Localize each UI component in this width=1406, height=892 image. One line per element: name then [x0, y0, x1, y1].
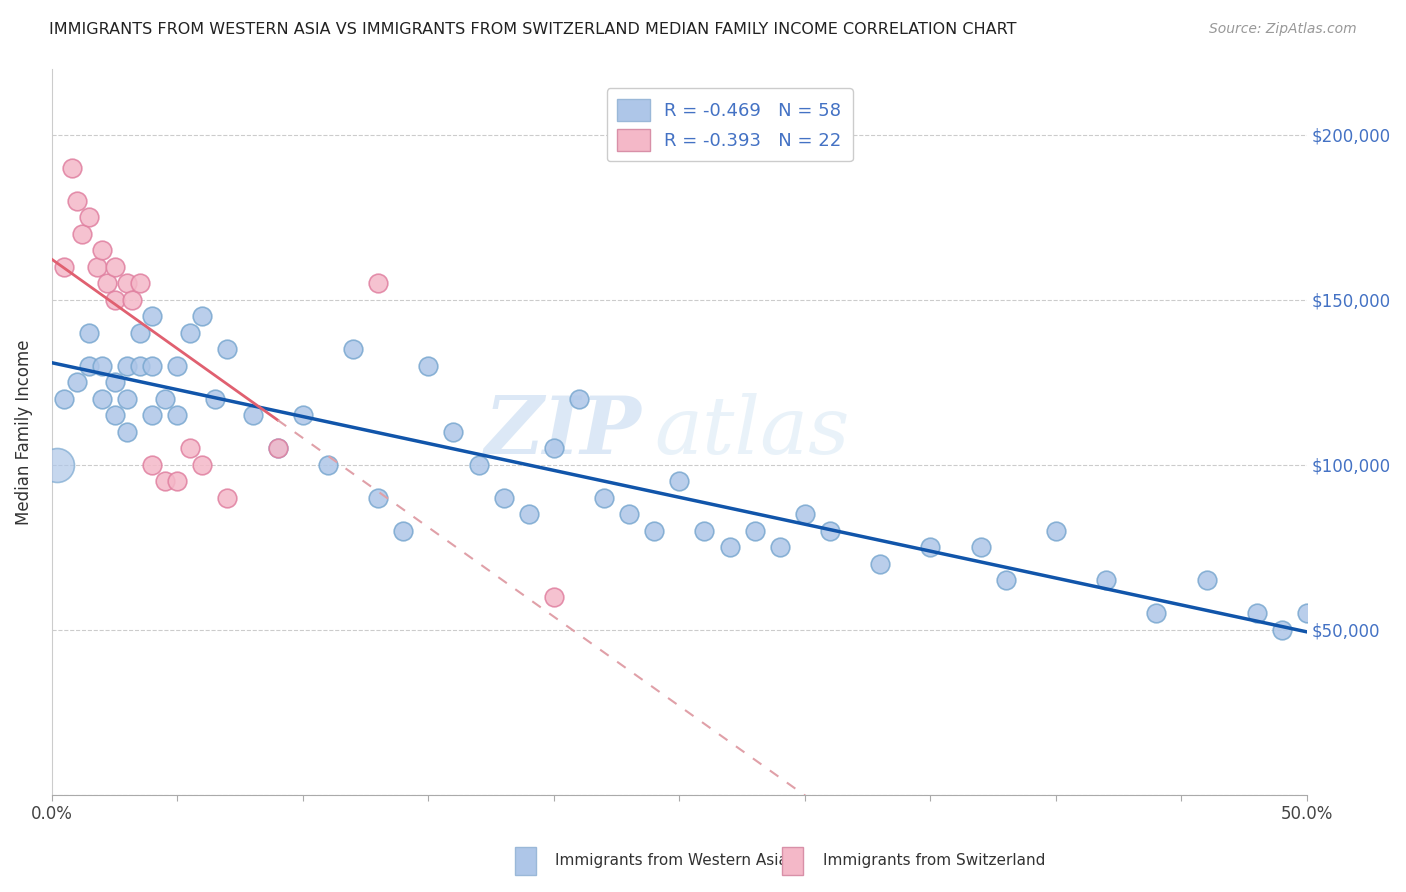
Point	[153, 475, 176, 489]
Point	[128, 276, 150, 290]
Point	[179, 326, 201, 340]
Y-axis label: Median Family Income: Median Family Income	[15, 339, 32, 524]
Point	[467, 458, 489, 472]
Point	[191, 309, 214, 323]
Point	[217, 343, 239, 357]
Point	[166, 359, 188, 373]
Point	[617, 508, 640, 522]
Point	[869, 557, 891, 571]
Point	[217, 491, 239, 505]
Point	[291, 409, 314, 423]
Point	[418, 359, 440, 373]
Point	[60, 161, 83, 175]
Point	[1195, 574, 1218, 588]
Point	[66, 376, 89, 390]
Point	[204, 392, 226, 406]
Point	[141, 309, 163, 323]
Point	[441, 425, 464, 439]
Point	[141, 409, 163, 423]
Point	[53, 392, 76, 406]
Point	[91, 392, 114, 406]
Point	[79, 210, 101, 224]
Point	[342, 343, 364, 357]
Point	[267, 442, 290, 456]
Point	[128, 359, 150, 373]
Point	[242, 409, 264, 423]
Point	[115, 276, 138, 290]
Text: Immigrants from Western Asia: Immigrants from Western Asia	[555, 854, 789, 868]
Point	[166, 475, 188, 489]
Point	[1045, 524, 1067, 538]
Point	[79, 326, 101, 340]
Point	[179, 442, 201, 456]
Text: IMMIGRANTS FROM WESTERN ASIA VS IMMIGRANTS FROM SWITZERLAND MEDIAN FAMILY INCOME: IMMIGRANTS FROM WESTERN ASIA VS IMMIGRAN…	[49, 22, 1017, 37]
Point	[103, 376, 125, 390]
Point	[969, 541, 991, 555]
Text: Source: ZipAtlas.com: Source: ZipAtlas.com	[1209, 22, 1357, 37]
Point	[128, 326, 150, 340]
Legend: R = -0.469   N = 58, R = -0.393   N = 22: R = -0.469 N = 58, R = -0.393 N = 22	[606, 88, 852, 161]
Point	[643, 524, 665, 538]
Point	[45, 458, 67, 472]
Point	[91, 359, 114, 373]
Point	[70, 227, 93, 241]
Point	[66, 194, 89, 208]
Point	[1271, 623, 1294, 637]
Point	[141, 359, 163, 373]
Point	[920, 541, 942, 555]
Text: atlas: atlas	[654, 393, 849, 471]
Point	[744, 524, 766, 538]
Point	[568, 392, 591, 406]
Point	[103, 293, 125, 307]
Point	[153, 392, 176, 406]
Point	[668, 475, 690, 489]
Point	[793, 508, 815, 522]
Point	[1095, 574, 1118, 588]
Point	[718, 541, 741, 555]
Text: ZIP: ZIP	[485, 393, 641, 471]
Point	[693, 524, 716, 538]
Point	[121, 293, 143, 307]
Point	[141, 458, 163, 472]
Point	[994, 574, 1017, 588]
Point	[1296, 607, 1319, 621]
Text: Immigrants from Switzerland: Immigrants from Switzerland	[823, 854, 1045, 868]
Point	[91, 243, 114, 257]
Point	[115, 359, 138, 373]
Point	[166, 409, 188, 423]
Point	[53, 260, 76, 274]
Point	[267, 442, 290, 456]
Point	[392, 524, 415, 538]
Point	[1246, 607, 1268, 621]
Point	[316, 458, 339, 472]
Point	[115, 392, 138, 406]
Point	[367, 491, 389, 505]
Point	[593, 491, 616, 505]
Point	[1144, 607, 1167, 621]
Point	[103, 260, 125, 274]
Point	[191, 458, 214, 472]
Point	[115, 425, 138, 439]
Point	[818, 524, 841, 538]
Point	[103, 409, 125, 423]
Point	[517, 508, 540, 522]
Point	[543, 442, 565, 456]
Point	[86, 260, 108, 274]
Point	[79, 359, 101, 373]
Point	[367, 276, 389, 290]
Point	[543, 590, 565, 604]
Point	[96, 276, 118, 290]
Point	[769, 541, 792, 555]
Point	[492, 491, 515, 505]
